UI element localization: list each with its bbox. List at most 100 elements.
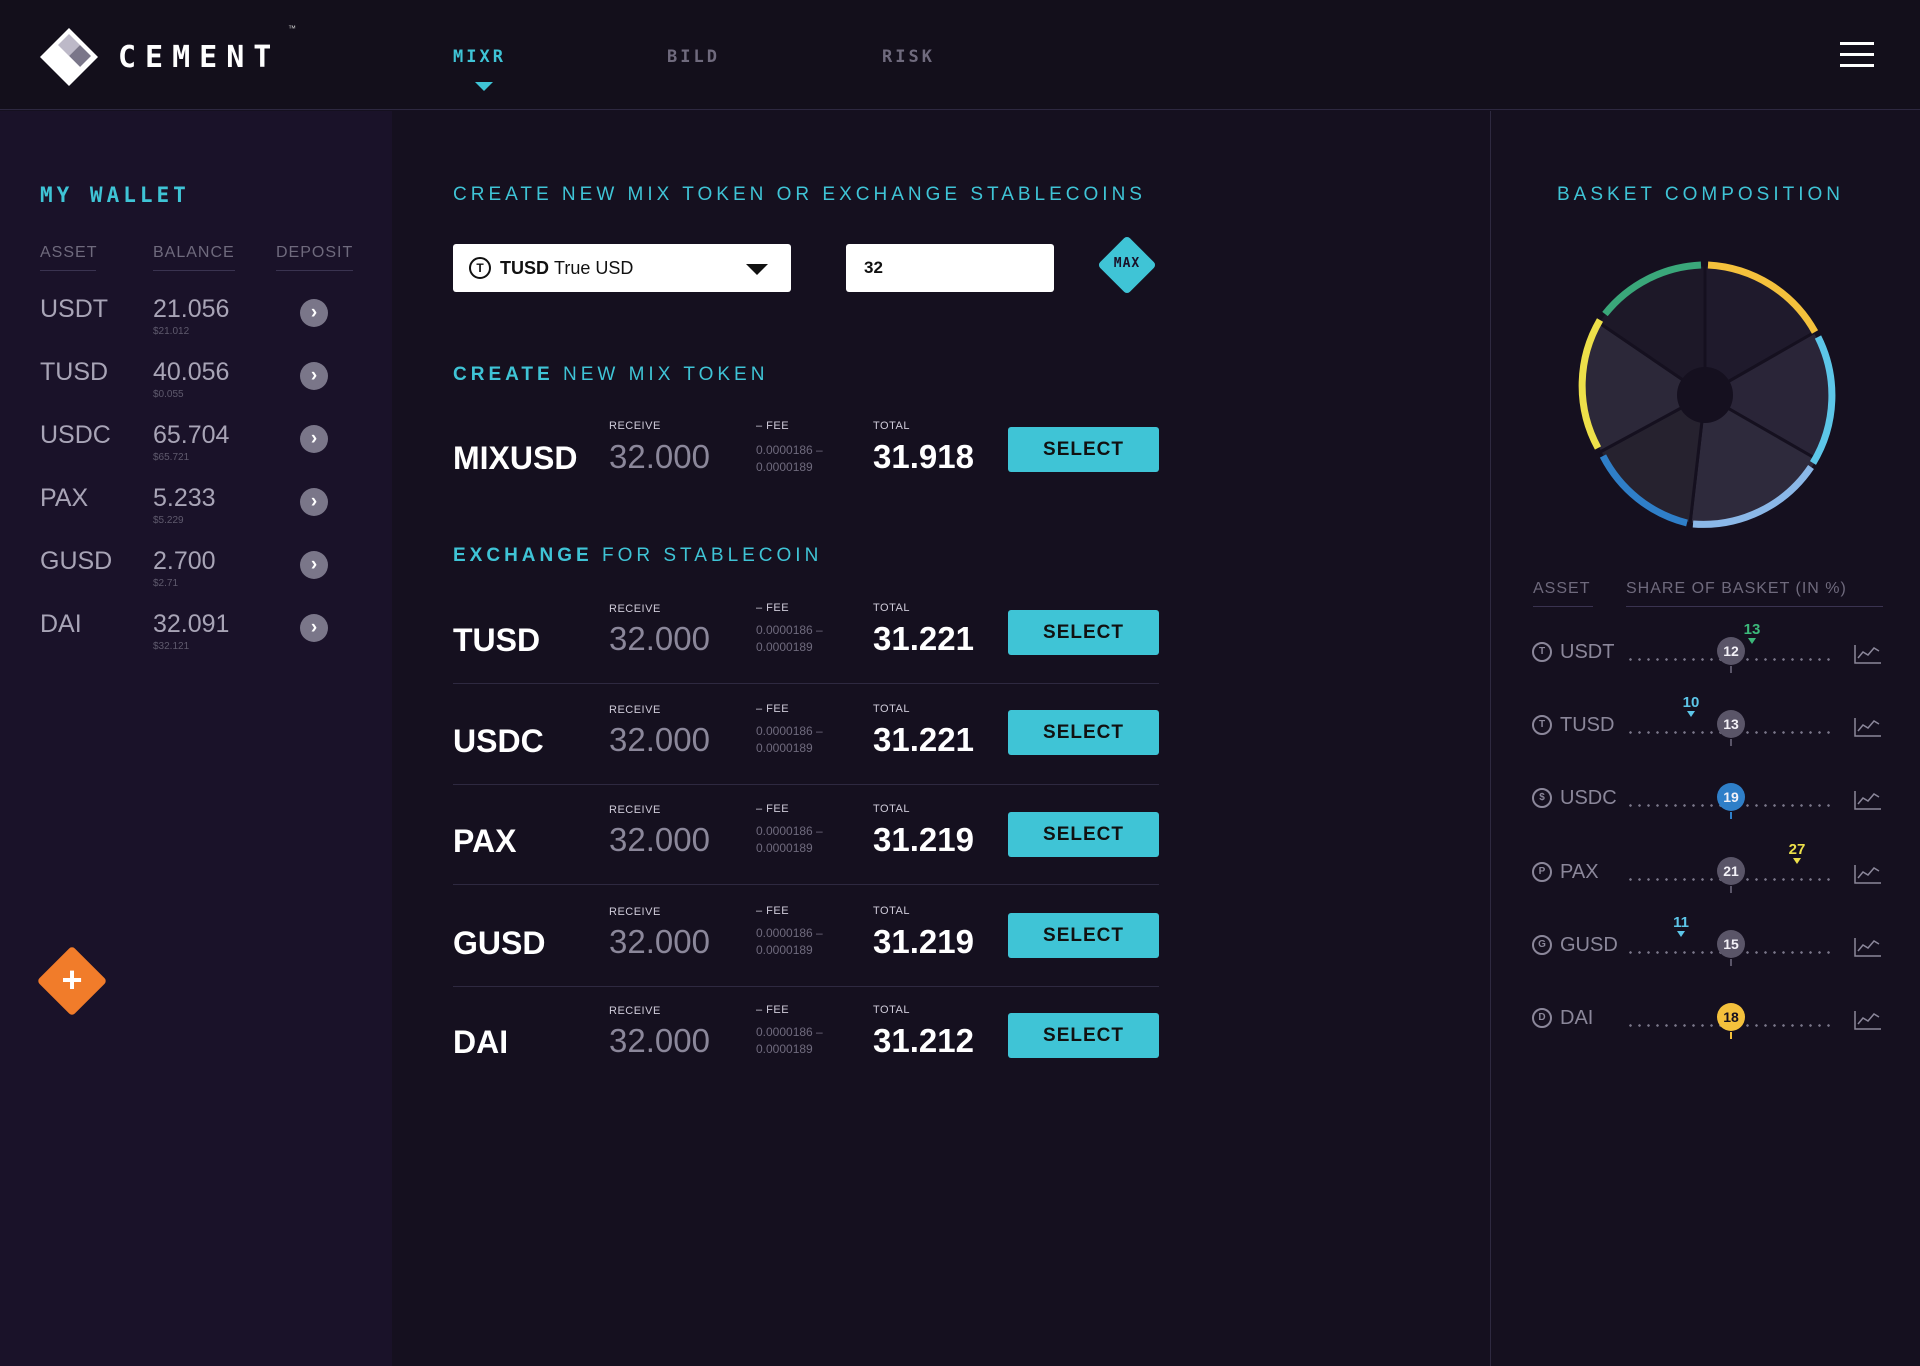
total-value: 31.918 [873,438,974,475]
trend-chart-icon[interactable] [1853,863,1883,885]
donut-ring-segment [1707,261,1819,334]
receive-value: 32.000 [609,620,710,657]
select-button[interactable]: SELECT [1008,610,1159,655]
current-share-marker[interactable]: 19 [1717,783,1745,811]
select-button[interactable]: SELECT [1008,913,1159,958]
fee-max: 0.0000189 [756,640,813,654]
total-label: TOTAL [873,803,910,815]
target-share: 13 [1743,621,1761,638]
basket-asset: PAX [1560,861,1599,883]
brand-name: CEMENT [118,39,281,75]
target-caret-icon [1677,931,1685,937]
fee-label: – FEE [756,602,790,614]
wallet-asset: DAI [40,610,82,638]
exchange-section-bold: EXCHANGE [453,545,593,566]
wallet-row-gusd: GUSD 2.700 $2.71 › [0,547,392,610]
marker-stem [1730,959,1732,966]
receive-value: 32.000 [609,1022,710,1059]
wallet-balance: 5.233 [153,484,216,512]
tab-bild[interactable]: BILD [667,47,720,67]
select-button[interactable]: SELECT [1008,1013,1159,1058]
total-label: TOTAL [873,1004,910,1016]
fee-min: 0.0000186 – [756,623,823,637]
basket-col-share: SHARE OF BASKET (IN %) [1626,580,1883,607]
amount-input[interactable] [846,244,1054,292]
fee-min: 0.0000186 – [756,926,823,940]
token-name: GUSD [453,925,546,961]
deposit-chevron-right-icon[interactable]: › [300,425,328,453]
deposit-chevron-right-icon[interactable]: › [300,551,328,579]
deposit-chevron-right-icon[interactable]: › [300,299,328,327]
basket-row-usdc[interactable]: $ USDC 19 [1530,771,1890,821]
deposit-chevron-right-icon[interactable]: › [300,614,328,642]
fee-range: 0.0000186 – 0.0000189 [756,1024,823,1058]
basket-row-usdt[interactable]: T USDT 13 12 [1530,621,1890,675]
brand-logo[interactable]: CEMENT ™ [38,24,296,88]
receive-value: 32.000 [609,821,710,858]
marker-stem [1730,812,1732,819]
fee-min: 0.0000186 – [756,443,823,457]
select-button[interactable]: SELECT [1008,812,1159,857]
fee-max: 0.0000189 [756,460,813,474]
receive-value: 32.000 [609,438,710,475]
current-share-marker[interactable]: 18 [1717,1003,1745,1031]
trend-chart-icon[interactable] [1853,643,1883,665]
total-label: TOTAL [873,602,910,614]
fee-label: – FEE [756,905,790,917]
current-share-marker[interactable]: 12 [1717,637,1745,665]
deposit-chevron-right-icon[interactable]: › [300,362,328,390]
chevron-down-icon [746,264,768,275]
gusd-icon: G [1532,935,1552,955]
receive-label: RECEIVE [609,1005,661,1017]
deposit-chevron-right-icon[interactable]: › [300,488,328,516]
basket-asset: USDC [1560,787,1617,809]
receive-label: RECEIVE [609,704,661,716]
target-share: 10 [1682,694,1700,711]
tab-mixr[interactable]: MIXR [453,47,506,67]
donut-rings [1578,261,1836,528]
fee-range: 0.0000186 – 0.0000189 [756,723,823,757]
wallet-row-usdc: USDC 65.704 $65.721 › [0,421,392,484]
active-tab-indicator [475,82,493,91]
tab-risk[interactable]: RISK [882,47,935,67]
receive-label: RECEIVE [609,420,661,432]
wallet-row-dai: DAI 32.091 $32.121 › [0,610,392,673]
plus-icon[interactable]: + [61,959,83,1000]
trend-chart-icon[interactable] [1853,789,1883,811]
marker-stem [1730,739,1732,746]
basket-row-pax[interactable]: P PAX 27 21 [1530,841,1890,895]
wallet-col-deposit: DEPOSIT [276,244,353,271]
wallet-asset: USDC [40,421,111,449]
select-button[interactable]: SELECT [1008,710,1159,755]
token-select-dropdown[interactable]: T TUSD True USD [453,244,791,292]
exchange-row-usdc: USDC RECEIVE 32.000 – FEE 0.0000186 –0.0… [453,703,1159,785]
total-value: 31.219 [873,821,974,858]
main-header: CREATE NEW MIX TOKEN OR EXCHANGE STABLEC… [453,184,1146,205]
max-button-label[interactable]: MAX [1113,256,1141,271]
current-share-marker[interactable]: 21 [1717,857,1745,885]
hamburger-menu-icon[interactable] [1840,42,1874,68]
trend-chart-icon[interactable] [1853,1009,1883,1031]
current-share-marker[interactable]: 13 [1717,710,1745,738]
basket-col-asset: ASSET [1533,580,1593,607]
fee-label: – FEE [756,1004,790,1016]
marker-stem [1730,1032,1732,1039]
usdt-icon: T [1532,642,1552,662]
trend-chart-icon[interactable] [1853,936,1883,958]
fee-range: 0.0000186 – 0.0000189 [756,622,823,656]
exchange-section-rest: FOR STABLECOIN [601,545,823,566]
basket-row-dai[interactable]: D DAI 18 [1530,991,1890,1041]
total-value: 31.221 [873,721,974,758]
exchange-row-dai: DAI RECEIVE 32.000 – FEE 0.0000186 –0.00… [453,1004,1159,1086]
wallet-usd-value: $0.055 [153,389,184,400]
fee-range: 0.0000186 – 0.0000189 [756,925,823,959]
total-value: 31.212 [873,1022,974,1059]
trend-chart-icon[interactable] [1853,716,1883,738]
select-button[interactable]: SELECT [1008,427,1159,472]
donut-ring-segment [1599,454,1688,527]
target-share: 27 [1788,841,1806,858]
total-label: TOTAL [873,420,910,432]
basket-row-tusd[interactable]: T TUSD 10 13 [1530,694,1890,748]
current-share-marker[interactable]: 15 [1717,930,1745,958]
basket-row-gusd[interactable]: G GUSD 11 15 [1530,914,1890,968]
